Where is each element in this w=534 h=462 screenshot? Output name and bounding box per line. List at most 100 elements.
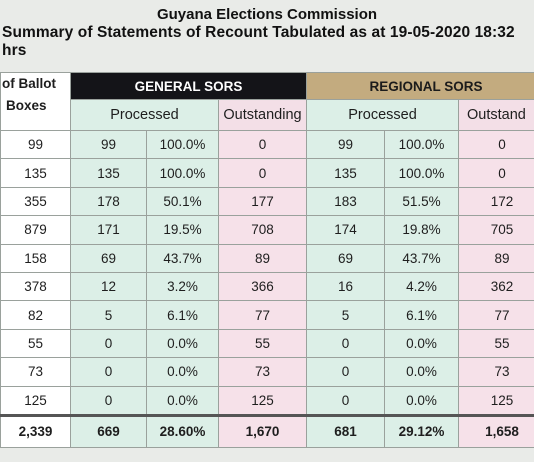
general-outstanding-cell: 89 (217, 243, 308, 273)
general-processed-cell: 178 (70, 186, 147, 217)
general-outstanding-cell: 55 (217, 328, 308, 359)
regional-outstanding-cell: 77 (458, 300, 534, 330)
recount-summary-table: of Ballot Boxes GENERAL SORS REGIONAL SO… (0, 72, 534, 448)
report-subtitle: Summary of Statements of Recount Tabulat… (2, 24, 515, 59)
regional-processed-cell: 69 (306, 243, 386, 273)
regional-outstanding-cell: 1,658 (458, 413, 534, 448)
regional-processed-cell: 0 (306, 328, 386, 359)
general-processed-cell: 99 (70, 129, 147, 160)
general-percent-cell: 43.7% (146, 243, 219, 273)
regional-percent-cell: 4.2% (384, 271, 460, 302)
regional-outstanding-header: Outstand (458, 99, 534, 131)
regional-percent-cell: 0.0% (384, 385, 460, 416)
ballot-boxes-cell: 55 (0, 328, 71, 359)
table-row: 158 69 43.7% 89 69 43.7% 89 (0, 243, 534, 273)
regional-processed-cell: 99 (306, 129, 386, 160)
general-percent-cell: 100.0% (146, 158, 219, 188)
regional-processed-cell: 16 (306, 271, 386, 302)
ballot-boxes-cell: 355 (0, 186, 71, 217)
regional-outstanding-cell: 0 (458, 129, 534, 160)
table-row: 73 0 0.0% 73 0 0.0% 73 (0, 357, 534, 387)
general-processed-cell: 0 (70, 357, 147, 387)
general-percent-cell: 28.60% (146, 413, 219, 448)
regional-outstanding-cell: 89 (458, 243, 534, 273)
regional-sors-header: REGIONAL SORS (306, 72, 534, 100)
ballot-boxes-cell: 135 (0, 158, 71, 188)
regional-percent-cell: 29.12% (384, 413, 460, 448)
table-row: 82 5 6.1% 77 5 6.1% 77 (0, 300, 534, 330)
regional-processed-cell: 135 (306, 158, 386, 188)
general-percent-cell: 19.5% (146, 215, 219, 245)
general-percent-cell: 50.1% (146, 186, 219, 217)
general-outstanding-header: Outstanding (217, 99, 308, 131)
regional-processed-cell: 183 (306, 186, 386, 217)
ballot-boxes-cell: 378 (0, 271, 71, 302)
general-processed-cell: 5 (70, 300, 147, 330)
regional-outstanding-cell: 73 (458, 357, 534, 387)
general-percent-cell: 6.1% (146, 300, 219, 330)
regional-percent-cell: 43.7% (384, 243, 460, 273)
general-percent-cell: 0.0% (146, 385, 219, 416)
general-percent-cell: 0.0% (146, 357, 219, 387)
general-processed-cell: 69 (70, 243, 147, 273)
totals-row: 2,339 669 28.60% 1,670 681 29.12% 1,658 (0, 413, 534, 448)
ballot-boxes-cell: 2,339 (0, 413, 71, 448)
general-percent-cell: 100.0% (146, 129, 219, 160)
regional-processed-cell: 0 (306, 357, 386, 387)
regional-outstanding-cell: 55 (458, 328, 534, 359)
ballot-boxes-cell: 125 (0, 385, 71, 416)
general-processed-cell: 135 (70, 158, 147, 188)
regional-outstanding-cell: 172 (458, 186, 534, 217)
table-row: 99 99 100.0% 0 99 100.0% 0 (0, 129, 534, 160)
regional-processed-cell: 0 (306, 385, 386, 416)
general-outstanding-cell: 366 (217, 271, 308, 302)
regional-percent-cell: 100.0% (384, 158, 460, 188)
regional-outstanding-cell: 362 (458, 271, 534, 302)
ballot-boxes-cell: 73 (0, 357, 71, 387)
ballot-boxes-header: of Ballot Boxes (0, 72, 71, 131)
regional-percent-cell: 19.8% (384, 215, 460, 245)
regional-percent-cell: 0.0% (384, 328, 460, 359)
report-title: Guyana Elections Commission (156, 6, 378, 23)
general-percent-cell: 3.2% (146, 271, 219, 302)
ballot-boxes-header-line2: Boxes (6, 98, 47, 113)
ballot-boxes-cell: 99 (0, 129, 71, 160)
general-outstanding-cell: 77 (217, 300, 308, 330)
table-row: 355 178 50.1% 177 183 51.5% 172 (0, 186, 534, 217)
general-outstanding-cell: 0 (217, 129, 308, 160)
table-row: 125 0 0.0% 125 0 0.0% 125 (0, 385, 534, 416)
ballot-boxes-cell: 82 (0, 300, 71, 330)
regional-percent-cell: 0.0% (384, 357, 460, 387)
general-processed-cell: 171 (70, 215, 147, 245)
ballot-boxes-header-line1: of Ballot (2, 76, 56, 91)
general-processed-header: Processed (70, 99, 219, 131)
general-outstanding-cell: 177 (217, 186, 308, 217)
regional-processed-cell: 681 (306, 413, 386, 448)
general-outstanding-cell: 1,670 (217, 413, 308, 448)
table-row: 378 12 3.2% 366 16 4.2% 362 (0, 271, 534, 302)
general-outstanding-cell: 73 (217, 357, 308, 387)
general-outstanding-cell: 0 (217, 158, 308, 188)
regional-processed-cell: 174 (306, 215, 386, 245)
general-processed-cell: 0 (70, 385, 147, 416)
general-percent-cell: 0.0% (146, 328, 219, 359)
table-row: 879 171 19.5% 708 174 19.8% 705 (0, 215, 534, 245)
general-processed-cell: 0 (70, 328, 147, 359)
general-outstanding-cell: 125 (217, 385, 308, 416)
general-outstanding-cell: 708 (217, 215, 308, 245)
table-body: 99 99 100.0% 0 99 100.0% 0 135 135 100.0% 0 135 100.… (0, 129, 534, 448)
ballot-boxes-cell: 879 (0, 215, 71, 245)
ballot-boxes-cell: 158 (0, 243, 71, 273)
table-row: 55 0 0.0% 55 0 0.0% 55 (0, 328, 534, 359)
regional-percent-cell: 100.0% (384, 129, 460, 160)
general-processed-cell: 12 (70, 271, 147, 302)
table-row: 135 135 100.0% 0 135 100.0% 0 (0, 158, 534, 188)
regional-percent-cell: 6.1% (384, 300, 460, 330)
general-sors-header: GENERAL SORS (69, 72, 308, 100)
regional-percent-cell: 51.5% (384, 186, 460, 217)
regional-processed-cell: 5 (306, 300, 386, 330)
general-processed-cell: 669 (70, 413, 147, 448)
regional-processed-header: Processed (306, 99, 460, 131)
regional-outstanding-cell: 0 (458, 158, 534, 188)
regional-outstanding-cell: 125 (458, 385, 534, 416)
